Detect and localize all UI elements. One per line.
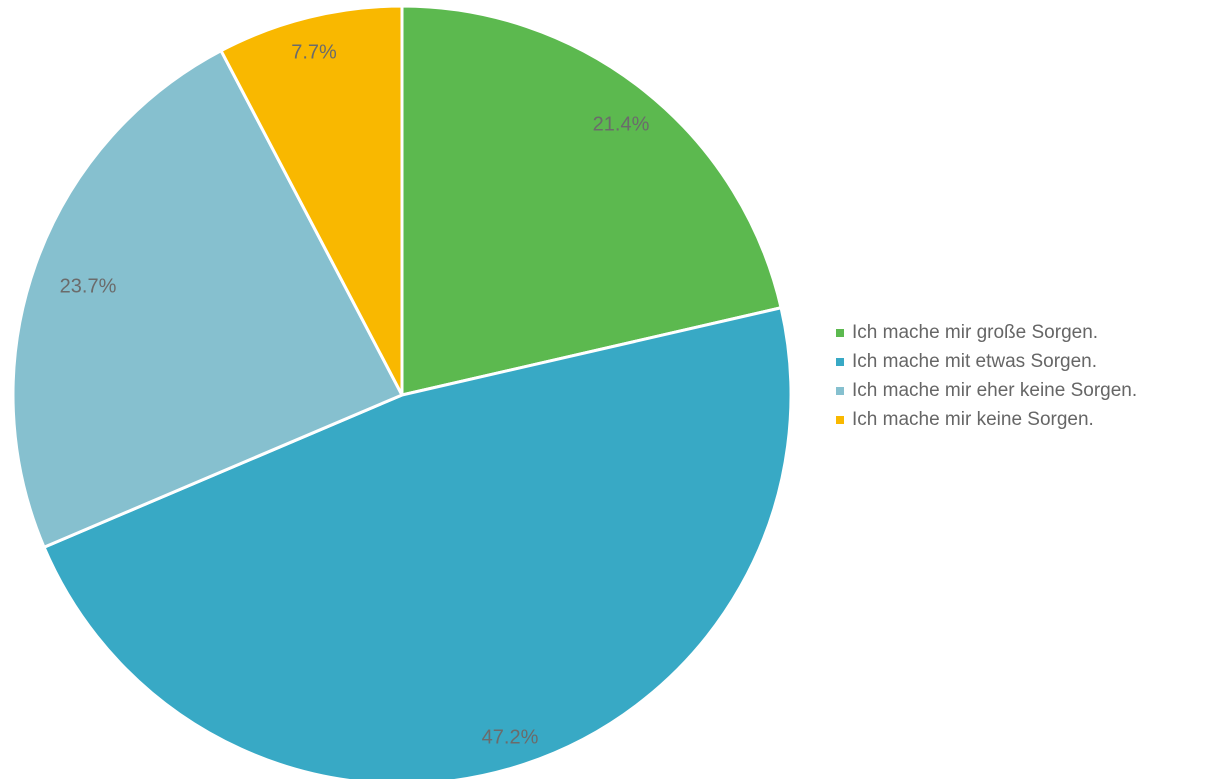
legend-swatch [836,386,844,395]
pie-data-label: 7.7% [291,41,337,63]
pie-slice [42,306,793,779]
legend-swatch [836,357,844,366]
pie-slice [400,4,783,397]
pie-data-label: 23.7% [60,275,117,297]
pie-data-label: 21.4% [593,113,650,135]
legend-label: Ich mache mir eher keine Sorgen. [852,379,1138,401]
legend-swatch [836,328,844,337]
pie-slices [11,4,793,779]
legend-label: Ich mache mit etwas Sorgen. [852,350,1097,372]
pie-data-labels: 21.4% 47.2% 23.7% 7.7% [60,41,650,748]
legend-item: Ich mache mir keine Sorgen. [836,405,1137,434]
pie-slice [219,4,404,397]
chart-legend: Ich mache mir große Sorgen. Ich mache mit… [836,318,1137,434]
legend-swatch [836,415,844,424]
legend-label: Ich mache mir keine Sorgen. [852,408,1094,430]
legend-item: Ich mache mit etwas Sorgen. [836,347,1137,376]
pie-slice [11,49,404,549]
pie-data-label: 47.2% [482,726,539,748]
legend-item: Ich mache mir große Sorgen. [836,318,1137,347]
legend-label: Ich mache mir große Sorgen. [852,321,1099,343]
legend-item: Ich mache mir eher keine Sorgen. [836,376,1137,405]
